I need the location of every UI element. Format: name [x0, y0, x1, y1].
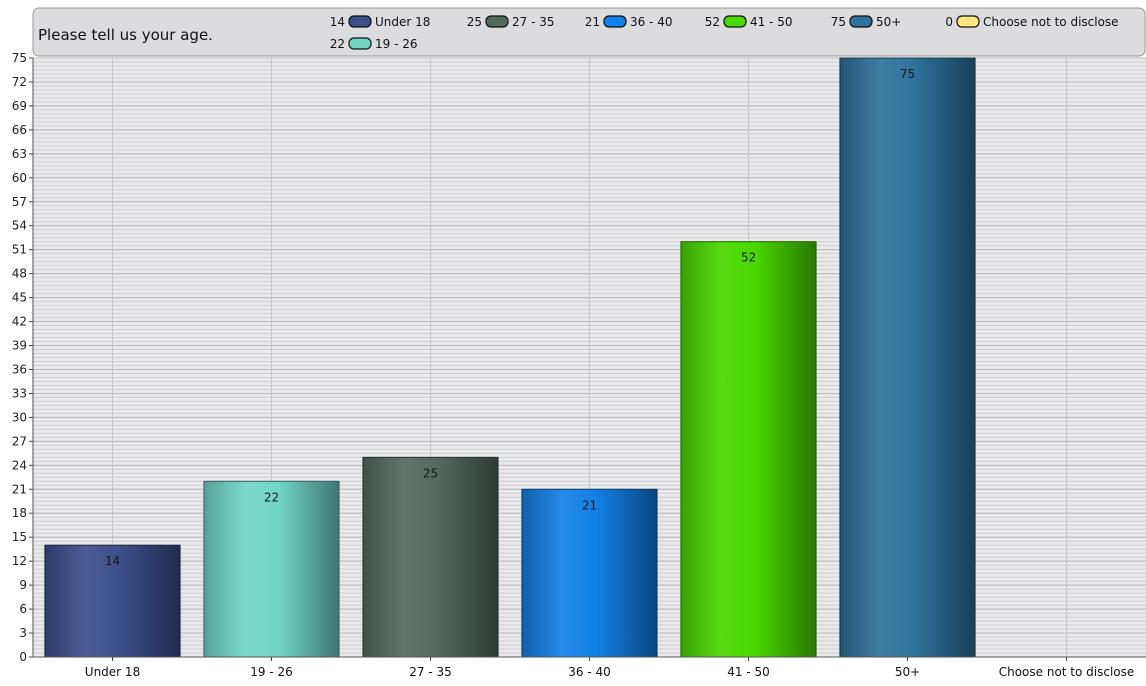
data-label: 14 [105, 554, 120, 568]
y-tick-label: 15 [12, 530, 27, 544]
y-tick-label: 72 [12, 75, 27, 89]
legend-swatch [956, 15, 980, 28]
y-tick-label: 51 [12, 243, 27, 257]
y-tick-label: 0 [19, 650, 27, 664]
y-tick-label: 63 [12, 147, 27, 161]
y-tick-label: 6 [19, 602, 27, 616]
x-tick-label: 19 - 26 [250, 665, 293, 679]
y-tick-label: 3 [19, 626, 27, 640]
bar-41-50[interactable] [680, 241, 817, 658]
legend-label: 36 - 40 [630, 15, 673, 29]
data-label: 21 [582, 498, 597, 512]
bars-group [44, 57, 976, 658]
bar-19-26[interactable] [203, 480, 340, 658]
legend: 14 Under 18 25 27 - 35 21 36 - 40 52 41 - 50 75 5… [330, 15, 1119, 51]
legend-label: 50+ [876, 15, 901, 29]
data-label: 25 [423, 466, 438, 480]
y-tick-label: 54 [12, 219, 27, 233]
legend-swatch [485, 15, 509, 28]
bar-50-[interactable] [839, 57, 976, 658]
y-tick-label: 36 [12, 362, 27, 376]
x-tick-label: 50+ [895, 665, 920, 679]
legend-swatch [348, 37, 372, 50]
x-tick-label: 27 - 35 [409, 665, 452, 679]
bar-under-18[interactable] [44, 544, 181, 658]
legend-item: 0 Choose not to disclose [945, 15, 1118, 29]
legend-value: 21 [585, 15, 600, 29]
legend-item: 25 27 - 35 [467, 15, 555, 29]
y-tick-label: 27 [12, 434, 27, 448]
legend-swatch [348, 15, 372, 28]
y-tick-label: 60 [12, 171, 27, 185]
y-axis: 0369121518212427303336394245485154576063… [12, 51, 34, 664]
legend-value: 25 [467, 15, 482, 29]
data-label: 75 [900, 67, 915, 81]
legend-item: 21 36 - 40 [585, 15, 673, 29]
legend-item: 52 41 - 50 [705, 15, 793, 29]
legend-value: 75 [831, 15, 846, 29]
data-labels-group: 14 22 25 21 52 75 [105, 67, 915, 568]
bar-36-40[interactable] [521, 488, 658, 658]
y-tick-label: 9 [19, 578, 27, 592]
y-tick-label: 48 [12, 267, 27, 281]
legend-label: Choose not to disclose [983, 15, 1119, 29]
legend-value: 14 [330, 15, 345, 29]
x-tick-label: Under 18 [85, 665, 140, 679]
legend-label: Under 18 [375, 15, 430, 29]
y-tick-label: 42 [12, 315, 27, 329]
legend-swatch [849, 15, 873, 28]
bar-27-35[interactable] [362, 456, 499, 658]
legend-item: 75 50+ [831, 15, 902, 29]
x-tick-label: 36 - 40 [568, 665, 611, 679]
y-tick-label: 30 [12, 410, 27, 424]
y-tick-label: 33 [12, 386, 27, 400]
legend-value: 0 [945, 15, 953, 29]
legend-label: 41 - 50 [750, 15, 793, 29]
y-tick-label: 45 [12, 291, 27, 305]
y-tick-label: 66 [12, 123, 27, 137]
y-tick-label: 57 [12, 195, 27, 209]
data-label: 52 [741, 251, 756, 265]
legend-swatch [603, 15, 627, 28]
legend-label: 19 - 26 [375, 37, 418, 51]
x-tick-label: 41 - 50 [727, 665, 770, 679]
legend-item: 14 Under 18 [330, 15, 431, 29]
y-tick-label: 18 [12, 506, 27, 520]
y-tick-label: 75 [12, 51, 27, 65]
legend-swatch [723, 15, 747, 28]
y-tick-label: 24 [12, 458, 27, 472]
x-tick-label: Choose not to disclose [999, 665, 1135, 679]
y-tick-label: 69 [12, 99, 27, 113]
chart-title: Please tell us your age. [38, 26, 213, 44]
data-label: 22 [264, 490, 279, 504]
x-axis: Under 18 19 - 26 27 - 35 36 - 40 41 - 50 50+ C… [33, 656, 1146, 679]
legend-label: 27 - 35 [512, 15, 555, 29]
y-tick-label: 39 [12, 339, 27, 353]
legend-value: 52 [705, 15, 720, 29]
legend-value: 22 [330, 37, 345, 51]
y-tick-label: 12 [12, 554, 27, 568]
legend-item: 22 19 - 26 [330, 37, 418, 51]
y-tick-label: 21 [12, 482, 27, 496]
